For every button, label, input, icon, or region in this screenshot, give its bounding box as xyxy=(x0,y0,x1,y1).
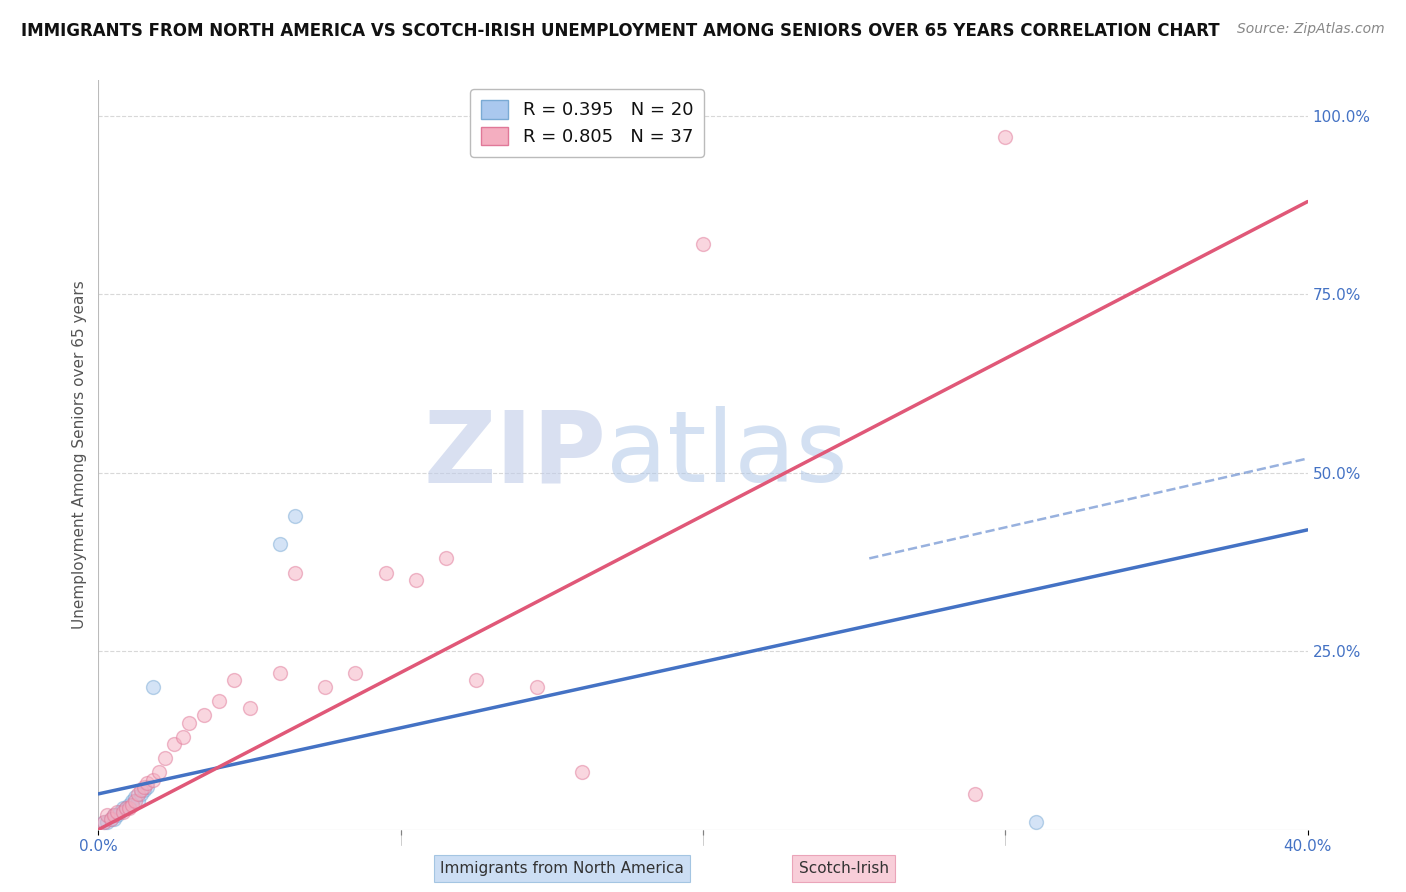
Point xyxy=(692,237,714,252)
Legend: R = 0.395   N = 20, R = 0.805   N = 37: R = 0.395 N = 20, R = 0.805 N = 37 xyxy=(470,89,704,157)
Point xyxy=(965,787,987,801)
Point xyxy=(172,730,194,744)
Point xyxy=(284,508,307,523)
Point xyxy=(96,815,118,830)
Point xyxy=(135,776,157,790)
Point xyxy=(93,815,115,830)
Point xyxy=(114,801,136,815)
Point xyxy=(374,566,396,580)
Point xyxy=(284,566,307,580)
Point xyxy=(344,665,367,680)
Point xyxy=(108,805,131,819)
Point xyxy=(100,812,122,826)
Point xyxy=(314,680,336,694)
Point xyxy=(142,680,165,694)
Point xyxy=(571,765,593,780)
Point xyxy=(118,797,141,812)
Point xyxy=(121,794,143,808)
Point xyxy=(179,715,201,730)
Point xyxy=(127,787,149,801)
Point xyxy=(129,787,152,801)
Point xyxy=(93,815,115,830)
Point xyxy=(100,812,122,826)
Point xyxy=(132,780,155,794)
Point xyxy=(127,794,149,808)
Point xyxy=(105,805,128,819)
Point xyxy=(239,701,262,715)
Point xyxy=(405,573,427,587)
Point xyxy=(208,694,231,708)
Point xyxy=(163,737,186,751)
Point xyxy=(105,808,128,822)
Point xyxy=(1024,815,1046,830)
Text: Immigrants from North America: Immigrants from North America xyxy=(440,861,685,876)
Text: atlas: atlas xyxy=(606,407,848,503)
Text: ZIP: ZIP xyxy=(423,407,606,503)
Point xyxy=(103,808,125,822)
Point xyxy=(526,680,548,694)
Point xyxy=(124,794,146,808)
Y-axis label: Unemployment Among Seniors over 65 years: Unemployment Among Seniors over 65 years xyxy=(72,281,87,629)
Point xyxy=(129,783,152,797)
Point xyxy=(434,551,457,566)
Point xyxy=(994,130,1017,145)
Point xyxy=(269,665,291,680)
Point xyxy=(193,708,215,723)
Point xyxy=(111,801,134,815)
Point xyxy=(118,801,141,815)
Point xyxy=(153,751,176,765)
Point xyxy=(121,797,143,812)
Point xyxy=(111,805,134,819)
Point xyxy=(142,772,165,787)
Text: IMMIGRANTS FROM NORTH AMERICA VS SCOTCH-IRISH UNEMPLOYMENT AMONG SENIORS OVER 65: IMMIGRANTS FROM NORTH AMERICA VS SCOTCH-… xyxy=(21,22,1220,40)
Point xyxy=(124,790,146,805)
Point xyxy=(103,808,125,822)
Point xyxy=(132,783,155,797)
Point xyxy=(135,780,157,794)
Text: Source: ZipAtlas.com: Source: ZipAtlas.com xyxy=(1237,22,1385,37)
Point xyxy=(96,808,118,822)
Point xyxy=(465,673,488,687)
Point xyxy=(114,801,136,815)
Point xyxy=(269,537,291,551)
Point xyxy=(103,812,125,826)
Text: Scotch-Irish: Scotch-Irish xyxy=(799,861,889,876)
Point xyxy=(224,673,246,687)
Point xyxy=(148,765,170,780)
